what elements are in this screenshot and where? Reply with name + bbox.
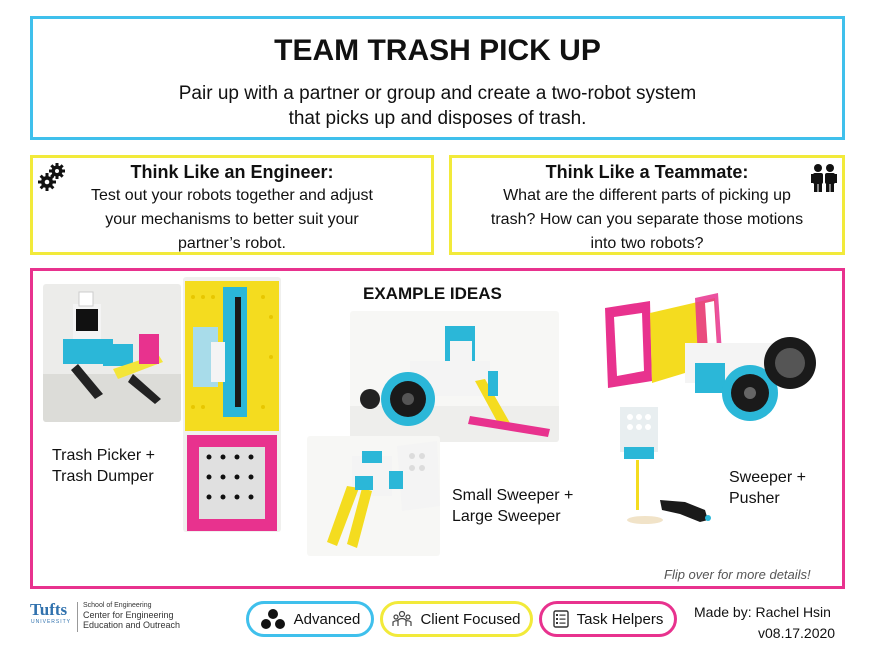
teammate-line-3: into two robots? <box>590 235 704 252</box>
client-focused-pill: Client Focused <box>380 601 533 637</box>
logo-divider <box>77 602 78 632</box>
teammate-line-2: trash? How can you separate those motion… <box>490 211 804 228</box>
client-focused-label: Client Focused <box>420 610 521 628</box>
school-line-2: Center for Engineering <box>83 610 174 620</box>
idea1-line-1: Trash Picker + <box>52 447 155 464</box>
idea3-line-1: Sweeper + <box>729 469 806 486</box>
advanced-label: Advanced <box>293 610 361 628</box>
engineer-line-2: your mechanisms to better suit your <box>105 211 359 228</box>
task-helpers-pill: Task Helpers <box>539 601 677 637</box>
tufts-university-label: UNIVERSITY <box>31 619 72 625</box>
school-line-3: Education and Outreach <box>83 620 181 630</box>
header-box: TEAM TRASH PICK UP Pair up with a partne… <box>30 16 845 140</box>
school-line-1: School of Engineering <box>83 602 152 609</box>
examples-heading: EXAMPLE IDEAS <box>363 284 502 303</box>
advanced-pill: Advanced <box>246 601 374 637</box>
idea2-line-2: Large Sweeper <box>452 508 561 525</box>
tufts-logo: Tufts UNIVERSITY School of Engineering C… <box>30 600 200 636</box>
page-title: TEAM TRASH PICK UP <box>274 34 601 67</box>
idea2-line-1: Small Sweeper + <box>452 487 574 504</box>
teammate-box: Think Like a Teammate: What are the diff… <box>449 155 845 255</box>
idea2-caption: Small Sweeper + Large Sweeper <box>452 485 573 527</box>
small-sweeper-photo <box>307 436 440 556</box>
trash-picker-photo <box>43 284 181 422</box>
sweeper-photo <box>600 293 822 428</box>
version: v08.17.2020 <box>758 625 836 641</box>
engineer-heading: Think Like an Engineer: <box>130 162 334 182</box>
three-dots-icon <box>260 608 286 630</box>
engineer-line-3: partner’s robot. <box>178 235 286 252</box>
gears-icon <box>37 162 67 192</box>
teammate-heading: Think Like a Teammate: <box>545 162 749 182</box>
subtitle-line-1: Pair up with a partner or group and crea… <box>178 83 697 104</box>
flip-note: Flip over for more details! <box>664 567 811 582</box>
people-icon <box>810 163 838 193</box>
idea1-caption: Trash Picker + Trash Dumper <box>52 445 155 487</box>
engineer-line-1: Test out your robots together and adjust <box>91 187 373 204</box>
engineer-box: Think Like an Engineer: Test out your ro… <box>30 155 434 255</box>
idea3-caption: Sweeper + Pusher <box>729 467 806 509</box>
idea3-line-2: Pusher <box>729 490 780 507</box>
task-helpers-label: Task Helpers <box>576 610 664 628</box>
teammate-line-1: What are the different parts of picking … <box>503 187 791 204</box>
subtitle-line-2: that picks up and disposes of trash. <box>288 108 587 129</box>
made-by: Made by: Rachel Hsin <box>694 604 831 620</box>
trash-dumper-photo <box>183 277 281 532</box>
checklist-icon <box>552 610 569 628</box>
group-icon <box>392 610 413 628</box>
tufts-wordmark: Tufts <box>30 600 68 619</box>
large-sweeper-photo <box>350 311 559 442</box>
pusher-photo <box>610 402 720 532</box>
examples-box <box>30 268 845 589</box>
idea1-line-2: Trash Dumper <box>52 468 154 485</box>
